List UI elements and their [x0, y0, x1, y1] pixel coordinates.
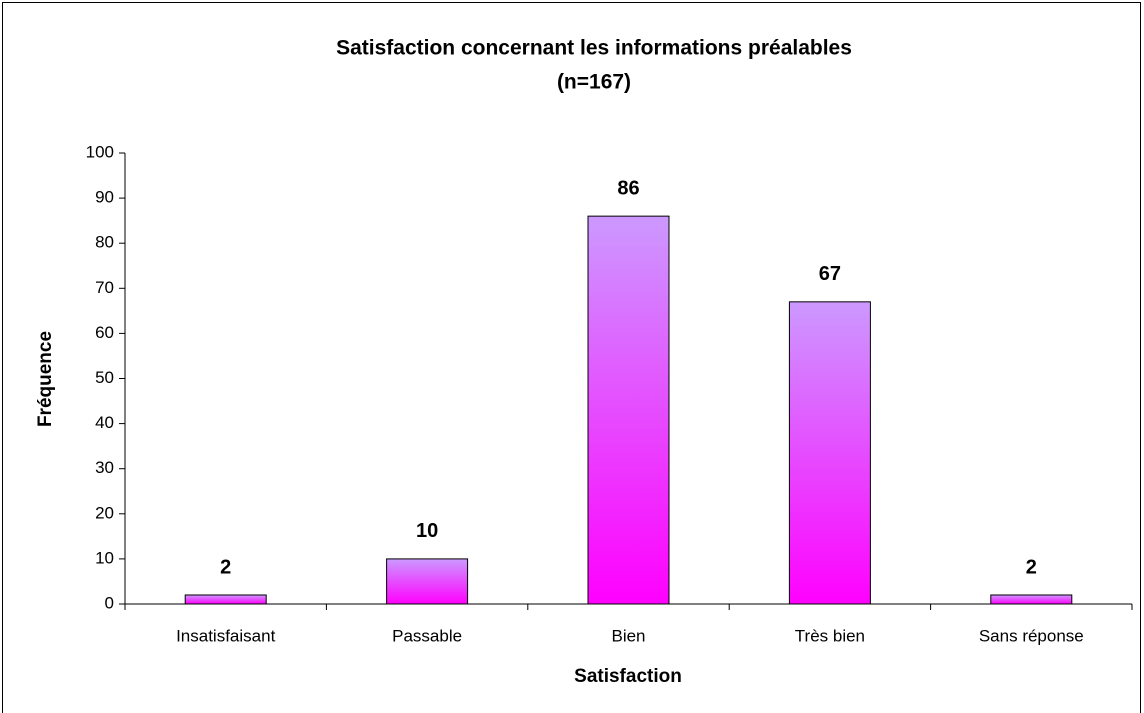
bar — [587, 215, 670, 605]
chart-subtitle: (n=167) — [557, 71, 631, 94]
y-tick-label: 40 — [95, 413, 114, 432]
bar — [990, 594, 1073, 605]
y-tick-label: 0 — [105, 593, 114, 612]
chart-title: Satisfaction concernant les informations… — [336, 37, 852, 60]
y-tick-label: 50 — [95, 368, 114, 387]
x-tick-label: Bien — [611, 626, 645, 645]
data-label: 2 — [220, 556, 231, 578]
y-tick-label: 70 — [95, 278, 114, 297]
y-tick-label: 60 — [95, 323, 114, 342]
bar — [386, 558, 469, 605]
x-tick-label: Insatisfaisant — [176, 626, 275, 645]
data-label: 86 — [617, 177, 639, 199]
data-label: 10 — [416, 520, 438, 542]
x-tick-label: Sans réponse — [979, 626, 1084, 645]
data-label: 67 — [819, 263, 841, 285]
y-tick-label: 10 — [95, 548, 114, 567]
x-tick-label: Passable — [392, 626, 462, 645]
data-label: 2 — [1026, 556, 1037, 578]
bar — [788, 301, 871, 605]
y-tick-label: 80 — [95, 233, 114, 252]
x-axis-label: Satisfaction — [574, 666, 682, 687]
x-tick-label: Très bien — [795, 626, 865, 645]
y-axis-label: Fréquence — [35, 331, 56, 427]
y-tick-label: 20 — [95, 503, 114, 522]
y-tick-label: 100 — [86, 142, 114, 161]
bar — [184, 594, 267, 605]
y-tick-label: 30 — [95, 458, 114, 477]
y-tick-label: 90 — [95, 188, 114, 207]
